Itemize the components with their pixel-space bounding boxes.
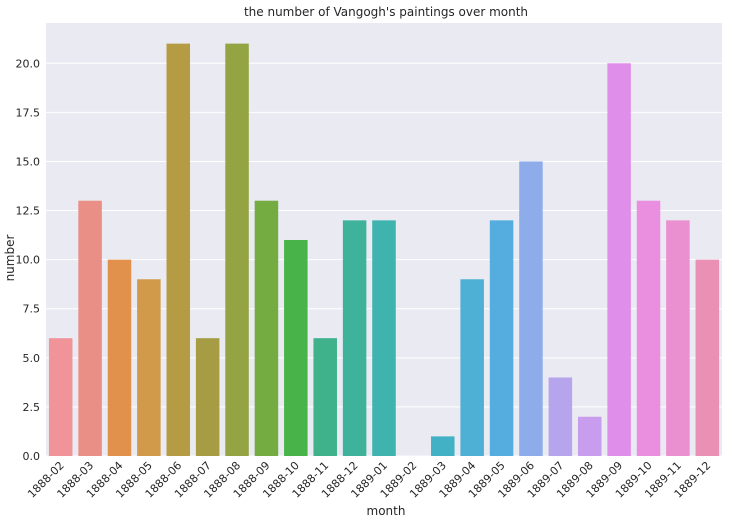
y-tick-label: 7.5 — [23, 303, 41, 316]
bar — [166, 43, 191, 456]
x-tick-labels: 1888-021888-031888-041888-051888-061888-… — [25, 459, 713, 501]
y-tick-label: 0.0 — [23, 450, 41, 463]
y-axis-label: number — [3, 235, 17, 282]
bars — [48, 43, 720, 457]
bar — [107, 259, 132, 456]
y-tick-label: 17.5 — [16, 106, 41, 119]
y-tick-label: 15.0 — [16, 155, 41, 168]
bar — [313, 338, 337, 456]
bar — [548, 377, 573, 456]
bar — [666, 220, 690, 456]
bar — [577, 416, 602, 456]
bar — [342, 220, 367, 456]
bar — [636, 200, 661, 456]
bar — [489, 220, 514, 456]
bar — [431, 436, 455, 456]
bar — [607, 63, 631, 457]
bar — [460, 279, 484, 456]
bar — [195, 338, 220, 456]
chart-title: the number of Vangogh's paintings over m… — [244, 5, 528, 19]
bar — [48, 338, 73, 456]
bar — [372, 220, 396, 456]
bar — [78, 200, 102, 456]
y-tick-label: 2.5 — [23, 401, 41, 414]
y-tick-labels: 0.0 2.5 5.0 7.5 10.0 12.5 15.0 17.5 20.0 — [16, 57, 41, 463]
bar — [695, 259, 720, 456]
bar — [137, 279, 161, 456]
x-axis-label: month — [367, 504, 406, 518]
y-tick-label: 5.0 — [23, 352, 41, 365]
bar — [225, 43, 249, 456]
y-tick-label: 20.0 — [16, 57, 41, 70]
bar — [254, 200, 279, 456]
y-tick-label: 10.0 — [16, 254, 41, 267]
bar — [284, 239, 308, 456]
bar — [519, 161, 543, 456]
y-tick-label: 12.5 — [16, 205, 41, 218]
